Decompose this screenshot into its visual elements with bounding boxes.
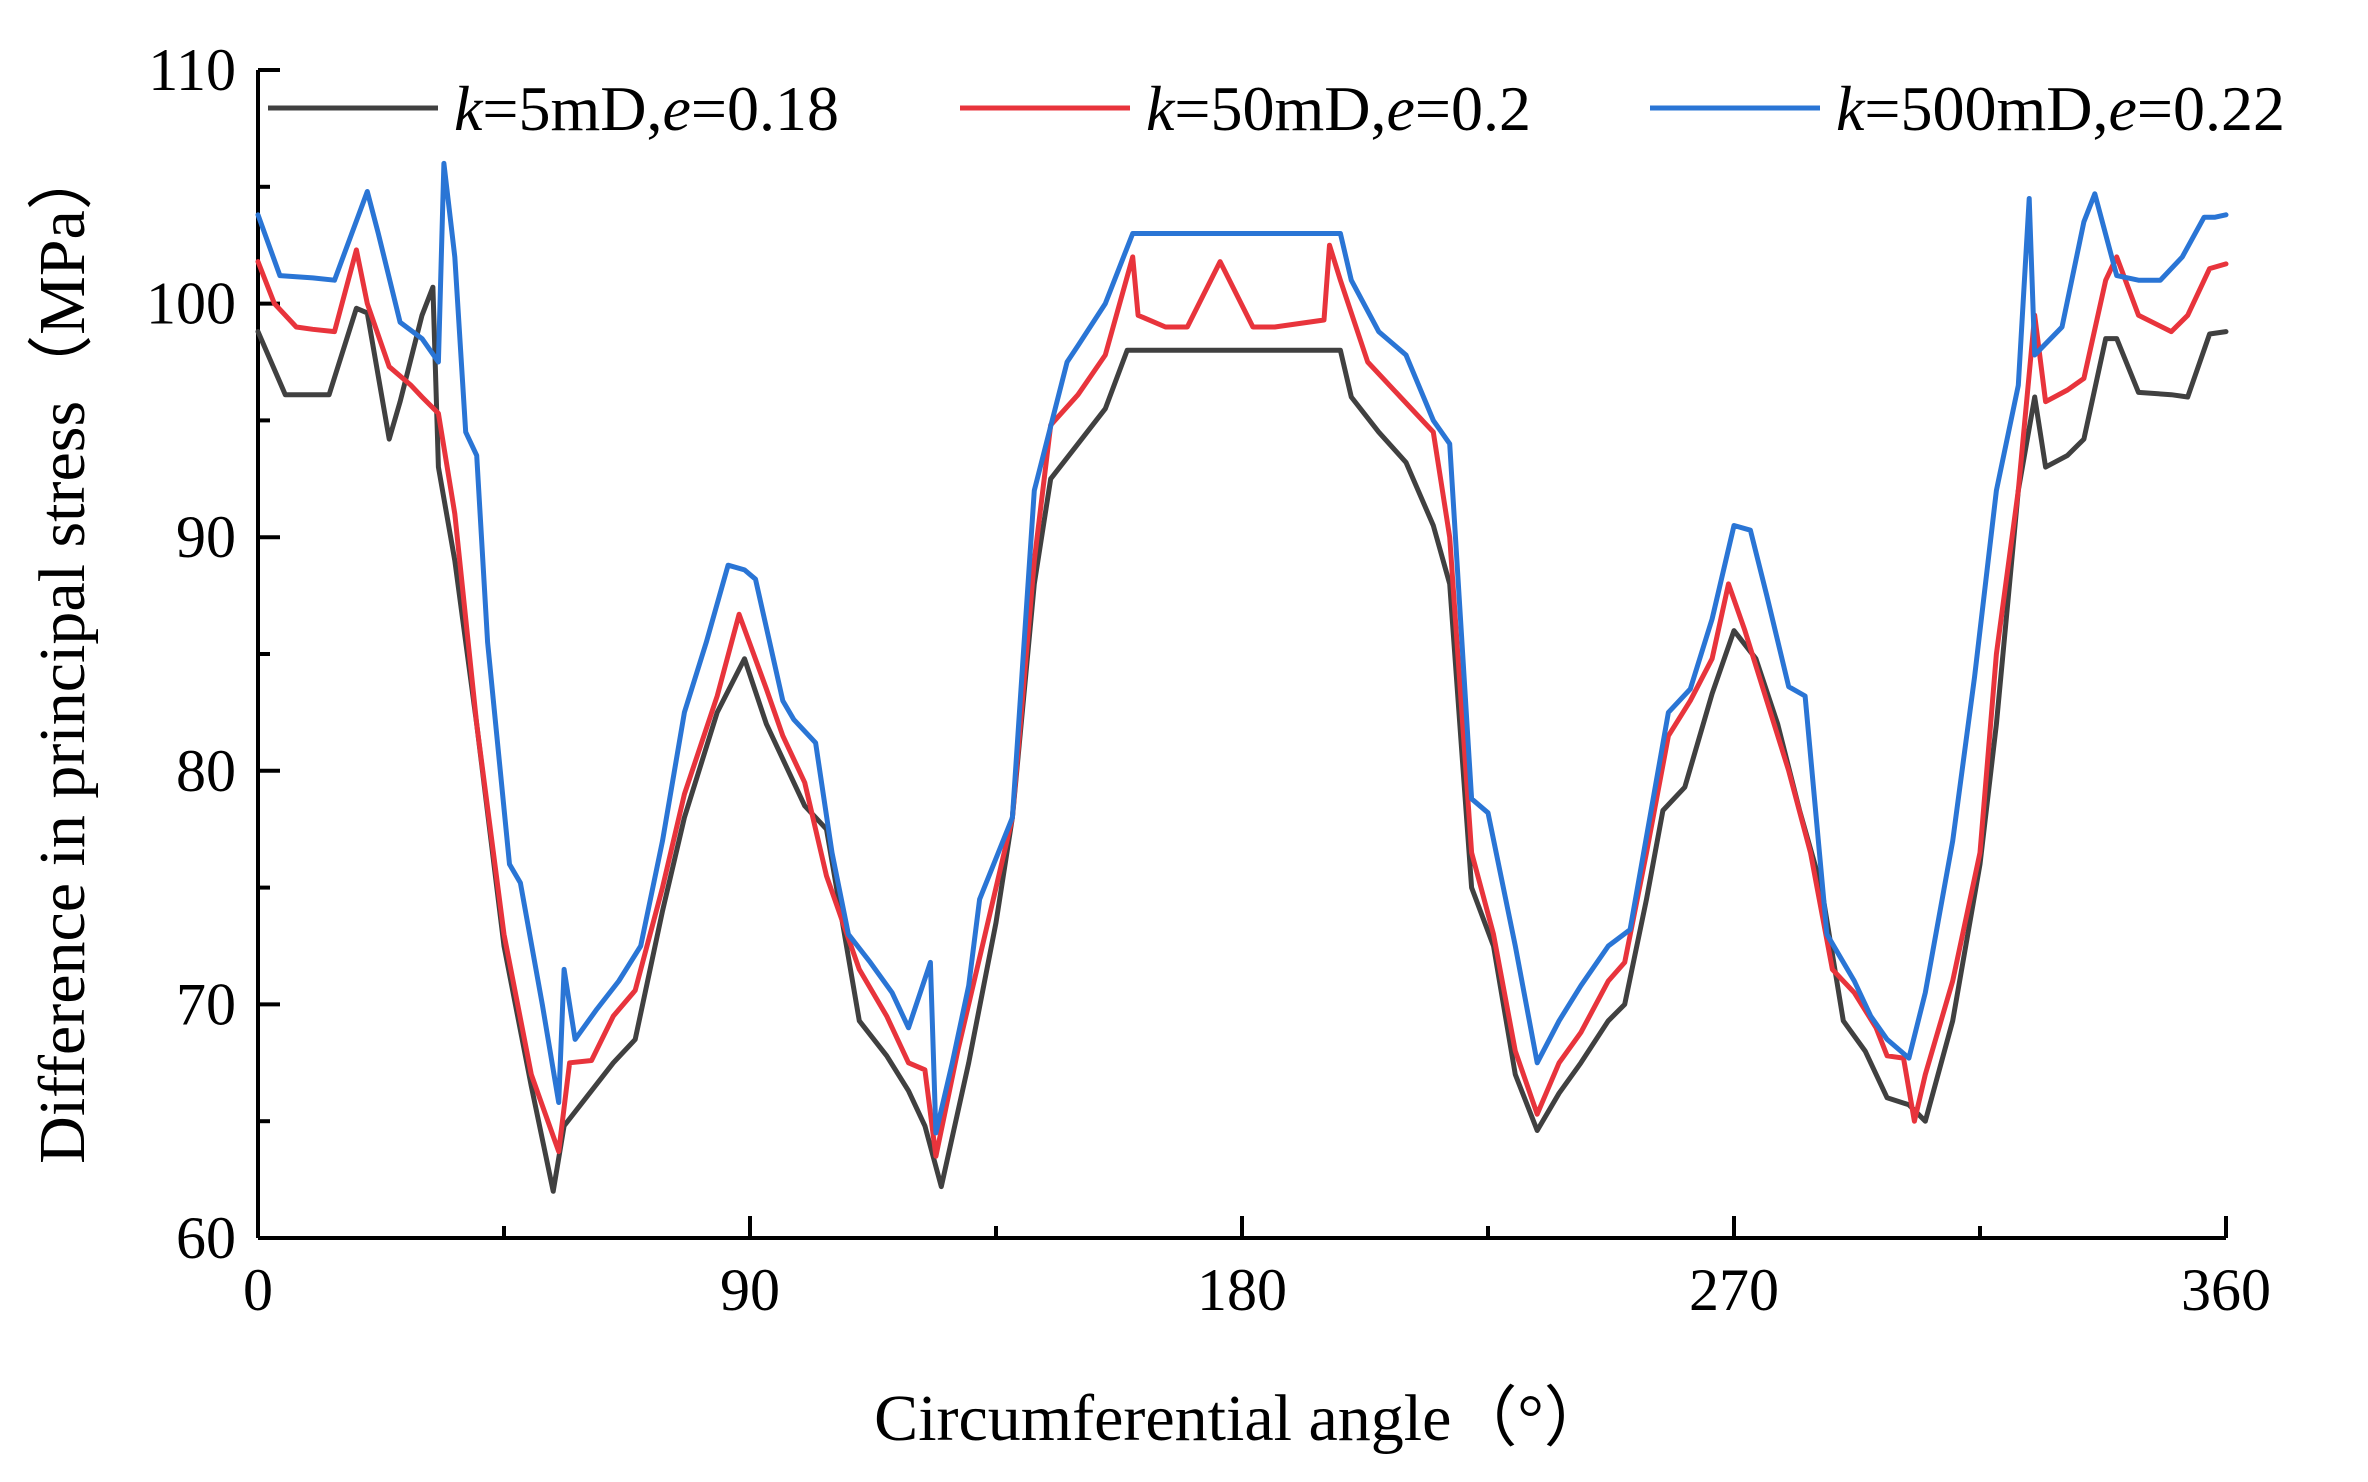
- tick-labels: 0 90 180 270 360 60 70 80 90 100 110: [146, 37, 2271, 1323]
- x-tick-label: 360: [2181, 1257, 2271, 1323]
- legend-eq1-3: =500mD,: [1864, 73, 2108, 144]
- y-axis-title: Difference in principal stress（MPa）: [26, 144, 99, 1164]
- legend-eq2-1: =0.18: [691, 73, 839, 144]
- legend-label-3: k=500mD,e=0.22: [1836, 73, 2285, 144]
- legend-eq1-2: =50mD,: [1174, 73, 1386, 144]
- y-tick-label: 110: [148, 37, 236, 103]
- series-line-1: [255, 284, 2229, 1194]
- legend-label-1: k=5mD,e=0.18: [454, 73, 839, 144]
- legend-label-2: k=50mD,e=0.2: [1146, 73, 1531, 144]
- legend-eq2-2: =0.2: [1415, 73, 1531, 144]
- x-tick-label: 90: [720, 1257, 780, 1323]
- ticks: [256, 68, 2228, 1240]
- x-tick-label: 0: [243, 1257, 273, 1323]
- legend-eq1-1: =5mD,: [482, 73, 662, 144]
- y-tick-label: 80: [176, 738, 236, 804]
- x-axis-title: Circumferential angle（°）: [874, 1382, 1610, 1455]
- x-tick-label: 270: [1689, 1257, 1779, 1323]
- legend-eq2-3: =0.22: [2137, 73, 2285, 144]
- legend-var2-3: e: [2109, 73, 2137, 144]
- y-tick-label: 70: [176, 971, 236, 1037]
- series-group: [255, 160, 2229, 1194]
- y-tick-label: 100: [146, 271, 236, 337]
- legend-var2-2: e: [1387, 73, 1415, 144]
- x-tick-label: 180: [1197, 1257, 1287, 1323]
- y-tick-label: 90: [176, 504, 236, 570]
- y-tick-label: 60: [176, 1205, 236, 1271]
- series-line-2: [255, 242, 2229, 1159]
- legend: k=5mD,e=0.18 k=50mD,e=0.2 k=500mD,e=0.22: [268, 73, 2285, 144]
- legend-var1-2: k: [1146, 73, 1176, 144]
- legend-var1-3: k: [1836, 73, 1866, 144]
- legend-var2-1: e: [663, 73, 691, 144]
- legend-var1-1: k: [454, 73, 484, 144]
- series-line-3: [255, 160, 2229, 1136]
